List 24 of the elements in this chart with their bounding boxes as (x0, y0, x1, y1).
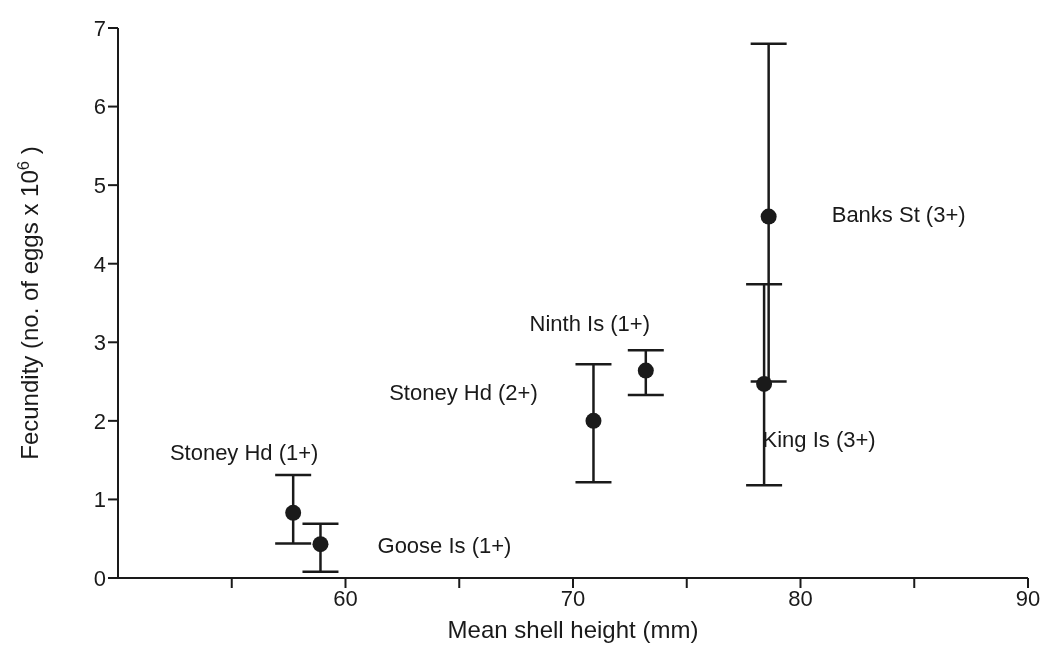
y-tick-label: 4 (93, 251, 106, 277)
annotation: Goose Is (1+) (377, 533, 512, 559)
point (312, 536, 329, 553)
y-tick-label: 0 (93, 565, 106, 591)
point (756, 375, 773, 392)
point (285, 504, 302, 521)
annotation: Banks St (3+) (831, 202, 966, 228)
annotation: Stoney Hd (1+) (169, 439, 319, 465)
y-tick-label: 3 (93, 330, 106, 356)
x-tick-label: 80 (788, 585, 813, 611)
x-tick-label: 70 (560, 585, 586, 611)
x-axis-title: Mean shell height (mm) (447, 616, 699, 643)
y-tick-label: 7 (93, 15, 106, 41)
x-tick-label: 60 (333, 585, 358, 611)
point (637, 362, 654, 379)
point (760, 208, 777, 225)
y-tick-label: 6 (93, 94, 106, 120)
y-tick-label: 2 (93, 408, 106, 434)
x-tick-label: 90 (1015, 585, 1041, 611)
annotation: Ninth Is (1+) (529, 311, 651, 337)
annotation: Stoney Hd (2+) (389, 379, 538, 405)
y-tick-label: 1 (93, 487, 106, 513)
y-tick-label: 5 (93, 172, 106, 198)
point (585, 412, 602, 429)
